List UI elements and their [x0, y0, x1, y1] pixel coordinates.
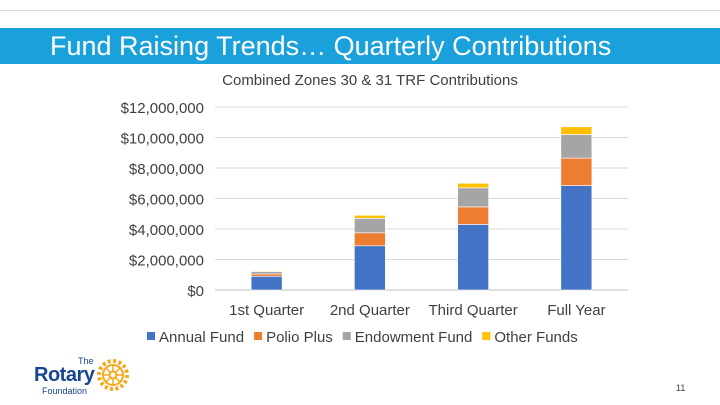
y-axis-ticks: $0 $2,000,000 $4,000,000 $6,000,000 $8,000,0…: [121, 100, 204, 300]
x-tick-label: 2nd Quarter: [330, 302, 410, 319]
legend-swatch: [342, 332, 351, 340]
legend-label: Endowment Fund: [355, 329, 473, 346]
chart-area: [100, 64, 620, 354]
legend-label: Polio Plus: [266, 329, 333, 346]
bar-segment-polio-plus: [250, 273, 283, 277]
gridlines: [215, 106, 628, 291]
bar-segment-endowment-fund: [457, 187, 489, 208]
y-tick-label: $0: [187, 283, 204, 300]
bar-segment-other-funds: [250, 270, 283, 272]
page-number: 11: [676, 383, 686, 393]
legend: Annual Fund Polio Plus Endowment Fund Other…: [147, 329, 578, 346]
logo-foundation-text: Foundation: [42, 386, 88, 396]
bar-segment-polio-plus: [457, 206, 489, 225]
top-rule: [0, 10, 720, 11]
bar-segment-annual-fund: [250, 275, 283, 291]
legend-swatch: [147, 332, 155, 340]
legend-swatch: [482, 332, 491, 340]
bars: [250, 126, 593, 291]
bar-segment-annual-fund: [354, 245, 386, 291]
x-axis-ticks: 1st Quarter 2nd Quarter Third Quarter Full …: [229, 302, 605, 319]
bar-segment-polio-plus: [354, 232, 386, 247]
rotary-foundation-logo: The Rotary Foundation: [34, 356, 144, 400]
x-tick-label: 1st Quarter: [229, 302, 304, 319]
legend-label: Annual Fund: [159, 329, 244, 346]
y-tick-label: $6,000,000: [129, 192, 204, 209]
bar-segment-annual-fund: [457, 224, 489, 291]
slide-title: Fund Raising Trends… Quarterly Contribut…: [50, 31, 612, 61]
legend-label: Other Funds: [494, 329, 577, 346]
y-tick-label: $10,000,000: [121, 131, 204, 148]
bar-segment-endowment-fund: [560, 134, 593, 159]
bar-segment-other-funds: [457, 182, 489, 189]
rotary-wheel-icon: [97, 359, 129, 391]
y-tick-label: $8,000,000: [129, 161, 204, 178]
bar-segment-polio-plus: [560, 157, 593, 186]
y-tick-label: $12,000,000: [121, 100, 204, 117]
bar-segment-other-funds: [354, 214, 386, 219]
y-tick-label: $4,000,000: [129, 222, 204, 239]
bar-segment-annual-fund: [560, 185, 593, 291]
logo-the-text: The: [78, 356, 94, 366]
logo-rotary-text: Rotary: [34, 364, 95, 386]
legend-swatch: [254, 332, 263, 340]
bar-segment-other-funds: [560, 126, 593, 135]
title-bar: [0, 28, 720, 64]
bar-segment-endowment-fund: [250, 271, 283, 275]
chart-title: Combined Zones 30 & 31 TRF Contributions: [222, 72, 518, 89]
y-tick-label: $2,000,000: [129, 253, 204, 270]
bar-segment-endowment-fund: [354, 218, 386, 234]
x-tick-label: Third Quarter: [429, 302, 518, 319]
x-tick-label: Full Year: [547, 302, 605, 319]
